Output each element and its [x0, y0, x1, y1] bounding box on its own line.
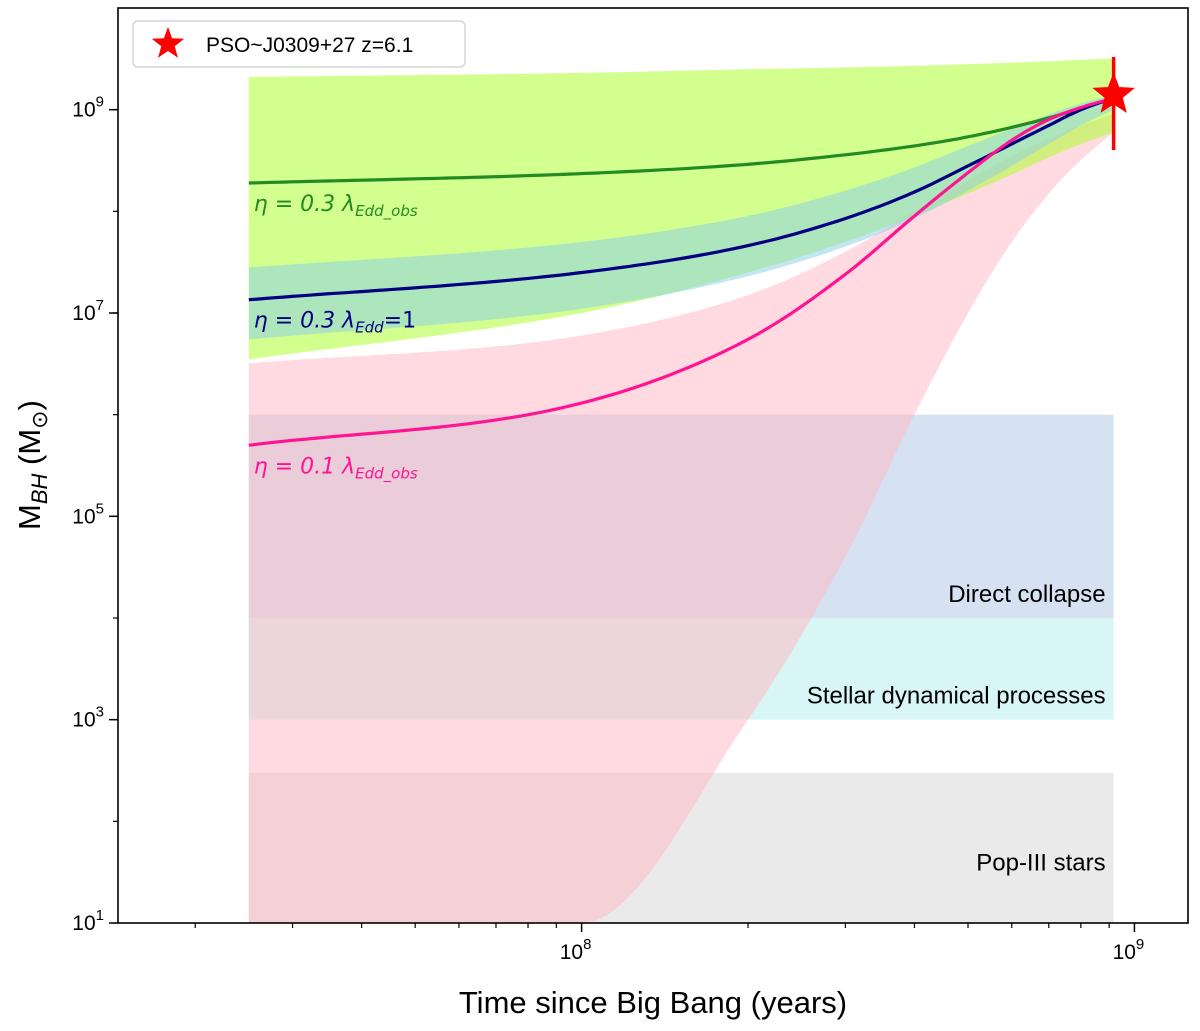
x-tick-label-base: 10 [560, 941, 583, 964]
x-tick-label: 109 [1113, 936, 1145, 964]
x-axis-title: Time since Big Bang (years) [459, 985, 847, 1020]
data-point-star-0 [1092, 72, 1135, 113]
seed-region-label-stellar-dynamical-processes: Stellar dynamical processes [807, 683, 1106, 710]
curve-label-symbol: η = 0.3 λ [254, 309, 355, 334]
legend-star-icon [151, 27, 185, 58]
curve-label-sub: Edd_obs [355, 202, 418, 221]
growth-curve-1 [248, 96, 1115, 302]
y-tick-label: 105 [72, 500, 104, 528]
y-axis-title-unit-sym: ⊙ [27, 410, 52, 428]
y-tick-label-exp: 1 [96, 907, 104, 924]
growth-curve-label-2: η = 0.1 λEdd_obs [254, 454, 418, 483]
y-tick-label: 103 [72, 704, 104, 732]
growth-band-2 [248, 114, 1114, 923]
curve-label-sub: Edd [355, 319, 384, 337]
legend-box [132, 20, 466, 68]
legend-label: PSO~J0309+27 z=6.1 [206, 34, 413, 57]
y-axis-title-unit-open: (M [12, 429, 47, 474]
x-tick-label: 108 [560, 936, 592, 964]
y-tick-label-exp: 3 [96, 704, 104, 721]
x-tick-label-exp: 9 [1136, 936, 1144, 953]
plot-frame [117, 7, 1189, 924]
y-tick-label-base: 10 [72, 99, 95, 122]
y-tick-label-base: 10 [72, 709, 95, 732]
growth-curve-2 [248, 96, 1115, 447]
seed-region-label-pop-iii-stars: Pop-III stars [976, 849, 1105, 876]
y-tick-label: 109 [72, 94, 104, 122]
y-axis-title-main: M [12, 504, 47, 530]
x-tick-label-exp: 8 [583, 936, 591, 953]
y-axis-title-sub: BH [27, 473, 52, 504]
curve-label-sub: Edd_obs [355, 464, 418, 483]
growth-curve-label-0: η = 0.3 λEdd_obs [254, 192, 418, 221]
y-tick-label-base: 10 [72, 505, 95, 528]
growth-curve-label-1: η = 0.3 λEdd=1 [254, 309, 416, 337]
y-tick-label-base: 10 [72, 912, 95, 935]
y-tick-label-base: 10 [72, 302, 95, 325]
curve-label-tail: =1 [384, 309, 416, 334]
growth-band-1 [248, 94, 1114, 340]
curve-label-symbol: η = 0.3 λ [254, 192, 355, 217]
y-tick-label-exp: 5 [96, 500, 104, 517]
y-axis-title: MBH (M⊙) [12, 400, 52, 530]
y-tick-label: 101 [72, 907, 104, 935]
x-tick-label-base: 10 [1113, 941, 1136, 964]
curve-label-symbol: η = 0.1 λ [254, 454, 355, 479]
y-tick-label-exp: 9 [96, 94, 104, 111]
y-axis-title-unit-close: ) [12, 400, 47, 410]
y-tick-label: 107 [72, 297, 104, 325]
growth-curve-0 [248, 96, 1115, 185]
seed-region-label-direct-collapse: Direct collapse [948, 581, 1105, 608]
y-tick-label-exp: 7 [96, 297, 104, 314]
